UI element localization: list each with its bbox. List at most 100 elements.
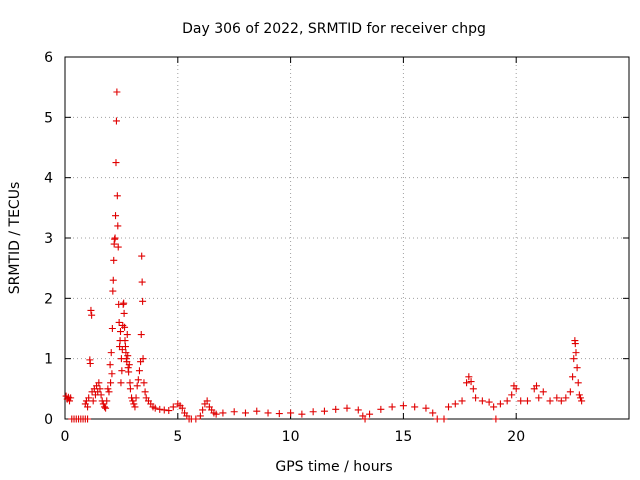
data-point [569,373,577,381]
data-point [112,117,120,125]
data-point [566,388,574,396]
data-point [141,388,149,396]
data-point [119,321,127,329]
chart-title: Day 306 of 2022, SRMTID for receiver chp… [182,21,486,37]
data-points [62,88,586,423]
data-point [129,397,137,405]
data-point [230,408,238,416]
data-point [126,385,134,393]
data-point [86,359,94,367]
data-point [113,88,121,96]
data-point [354,406,362,414]
data-point [131,403,139,411]
tick-layer [64,56,629,420]
data-point [196,412,204,420]
data-point [118,346,126,354]
data-point [156,405,164,413]
data-point [121,323,129,331]
data-point [138,278,146,286]
y-tick-label: 3 [44,231,53,247]
data-point [241,409,249,417]
data-point [573,364,581,372]
data-point [67,394,75,402]
data-point [433,415,441,423]
data-point [553,394,561,402]
data-point [99,400,107,408]
data-point [458,397,466,405]
data-point [120,309,128,317]
data-point [125,361,133,369]
data-point [332,405,340,413]
data-point [102,404,110,412]
data-point [114,243,122,251]
data-point [120,299,128,307]
data-point [533,382,541,390]
data-point [562,394,570,402]
data-point [178,404,186,412]
data-point [113,192,121,200]
data-point [105,388,113,396]
data-point [97,391,105,399]
data-point [275,410,283,418]
data-point [478,397,486,405]
data-point [399,402,407,410]
y-tick-label: 5 [44,110,53,126]
data-point [572,349,580,357]
data-point [508,391,516,399]
data-point [122,349,130,357]
data-point [88,311,96,319]
data-point [133,382,141,390]
data-point [108,325,116,332]
y-tick-label: 0 [44,412,53,428]
data-point [485,398,493,406]
data-point [112,212,120,220]
y-axis-label: SRMTID / TECUs [7,182,23,295]
data-point [114,222,122,230]
data-point [85,394,93,402]
x-tick-label: 0 [61,429,70,445]
data-point [445,403,453,411]
x-tick-label: 10 [282,429,300,445]
data-point [523,397,531,405]
data-point [539,388,547,396]
data-point [121,337,129,345]
data-point [576,394,584,402]
data-point [472,394,480,402]
data-point [115,318,123,326]
data-point [465,373,473,381]
data-point [361,415,369,423]
data-point [84,415,92,423]
data-point [575,391,583,399]
data-point [107,349,115,357]
data-point [109,287,117,295]
data-point [84,403,92,411]
data-point [108,370,116,378]
data-point [137,331,145,339]
data-point [139,297,147,305]
data-point [130,400,138,408]
data-point [103,397,111,405]
data-point [134,376,142,384]
data-point [203,397,211,405]
data-point [574,379,582,387]
data-point [96,385,104,393]
data-point [126,379,134,387]
data-point [138,252,146,260]
x-tick-label: 5 [173,429,182,445]
data-point [106,361,114,369]
data-point [135,367,143,375]
data-point [151,404,159,412]
data-point [107,379,115,387]
data-point [165,407,173,415]
data-point [578,397,586,405]
data-point [118,367,126,375]
data-point [496,400,504,408]
data-point [124,352,132,360]
data-point [309,408,317,416]
data-point [140,379,148,387]
y-tick-label: 1 [44,352,53,368]
data-point [490,403,498,411]
data-point [377,405,385,413]
data-point [109,276,117,284]
data-point [123,331,131,339]
